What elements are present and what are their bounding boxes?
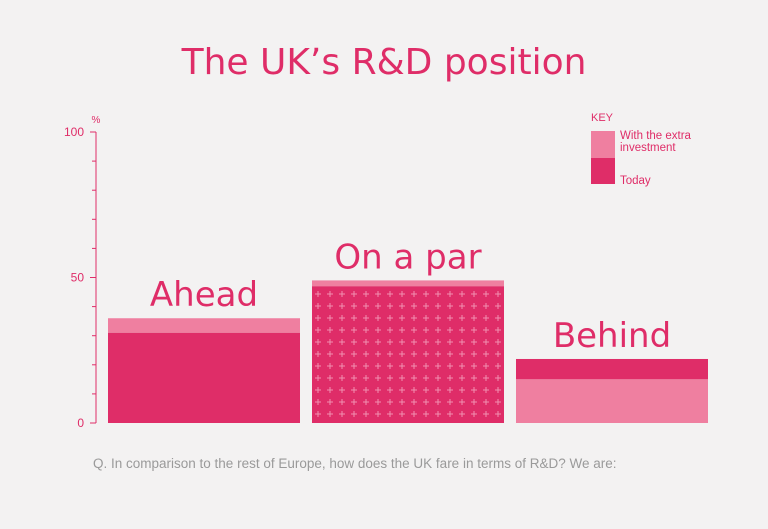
- question-text: Q. In comparison to the rest of Europe, …: [93, 456, 617, 471]
- category-label-1: On a par: [334, 237, 481, 277]
- y-tick-label: 100: [64, 125, 84, 139]
- key-label-today: Today: [620, 175, 651, 187]
- bar-extra-2: [516, 379, 708, 423]
- bar-today-2: [516, 358, 708, 380]
- category-label-0: Ahead: [150, 275, 258, 315]
- category-label-2: Behind: [553, 316, 671, 356]
- key-title: KEY: [591, 112, 614, 124]
- key-swatch-today: [591, 158, 615, 184]
- y-axis-unit: %: [92, 115, 101, 126]
- key-label-extra: With the extra investment: [620, 130, 691, 154]
- bar-pattern-1: [312, 286, 504, 423]
- bar-extra-0: [108, 318, 300, 333]
- key-swatch-extra: [591, 131, 615, 158]
- chart-title: The UK’s R&D position: [181, 42, 587, 83]
- y-tick-label: 50: [71, 271, 85, 285]
- bar-extra-1: [312, 280, 504, 287]
- bar-today-0: [108, 332, 300, 423]
- y-tick-label: 0: [77, 416, 84, 430]
